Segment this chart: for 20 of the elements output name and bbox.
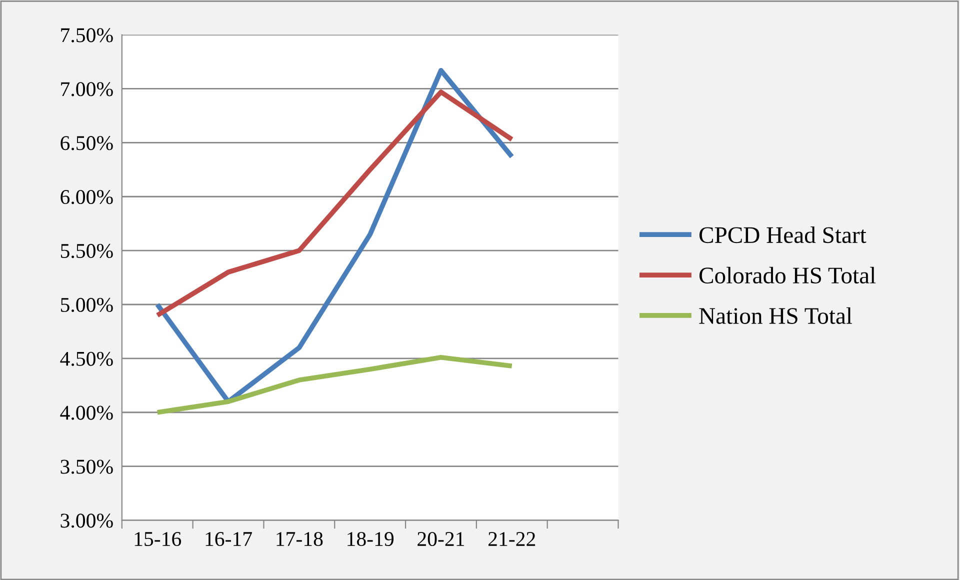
x-tick-label: 15-16 [134,532,182,546]
x-tick-label: 18-19 [348,532,394,546]
x-tick-label: 20-21 [418,532,464,546]
x-tick-label: 16-17 [206,532,252,546]
y-tick-label: 4.50% [60,352,113,366]
legend-label: Nation HS Total [699,307,852,324]
legend-label: CPCD Head Start [699,226,866,244]
legend-label: Colorado HS Total [699,266,876,284]
y-tick-label: 6.00% [60,190,113,204]
y-tick-label: 5.00% [60,298,113,312]
y-tick-label: 3.50% [60,460,113,474]
x-tick-label: 17-18 [276,532,323,546]
y-tick-label: 7.50% [61,28,113,42]
x-tick-label: 21-22 [488,532,536,546]
y-tick-label: 5.50% [60,244,113,258]
y-tick-label: 4.00% [60,406,113,420]
y-tick-label: 3.00% [60,514,113,528]
line-series [154,90,514,318]
y-tick-label: 7.00% [61,82,113,96]
y-tick-label: 6.50% [60,136,113,150]
